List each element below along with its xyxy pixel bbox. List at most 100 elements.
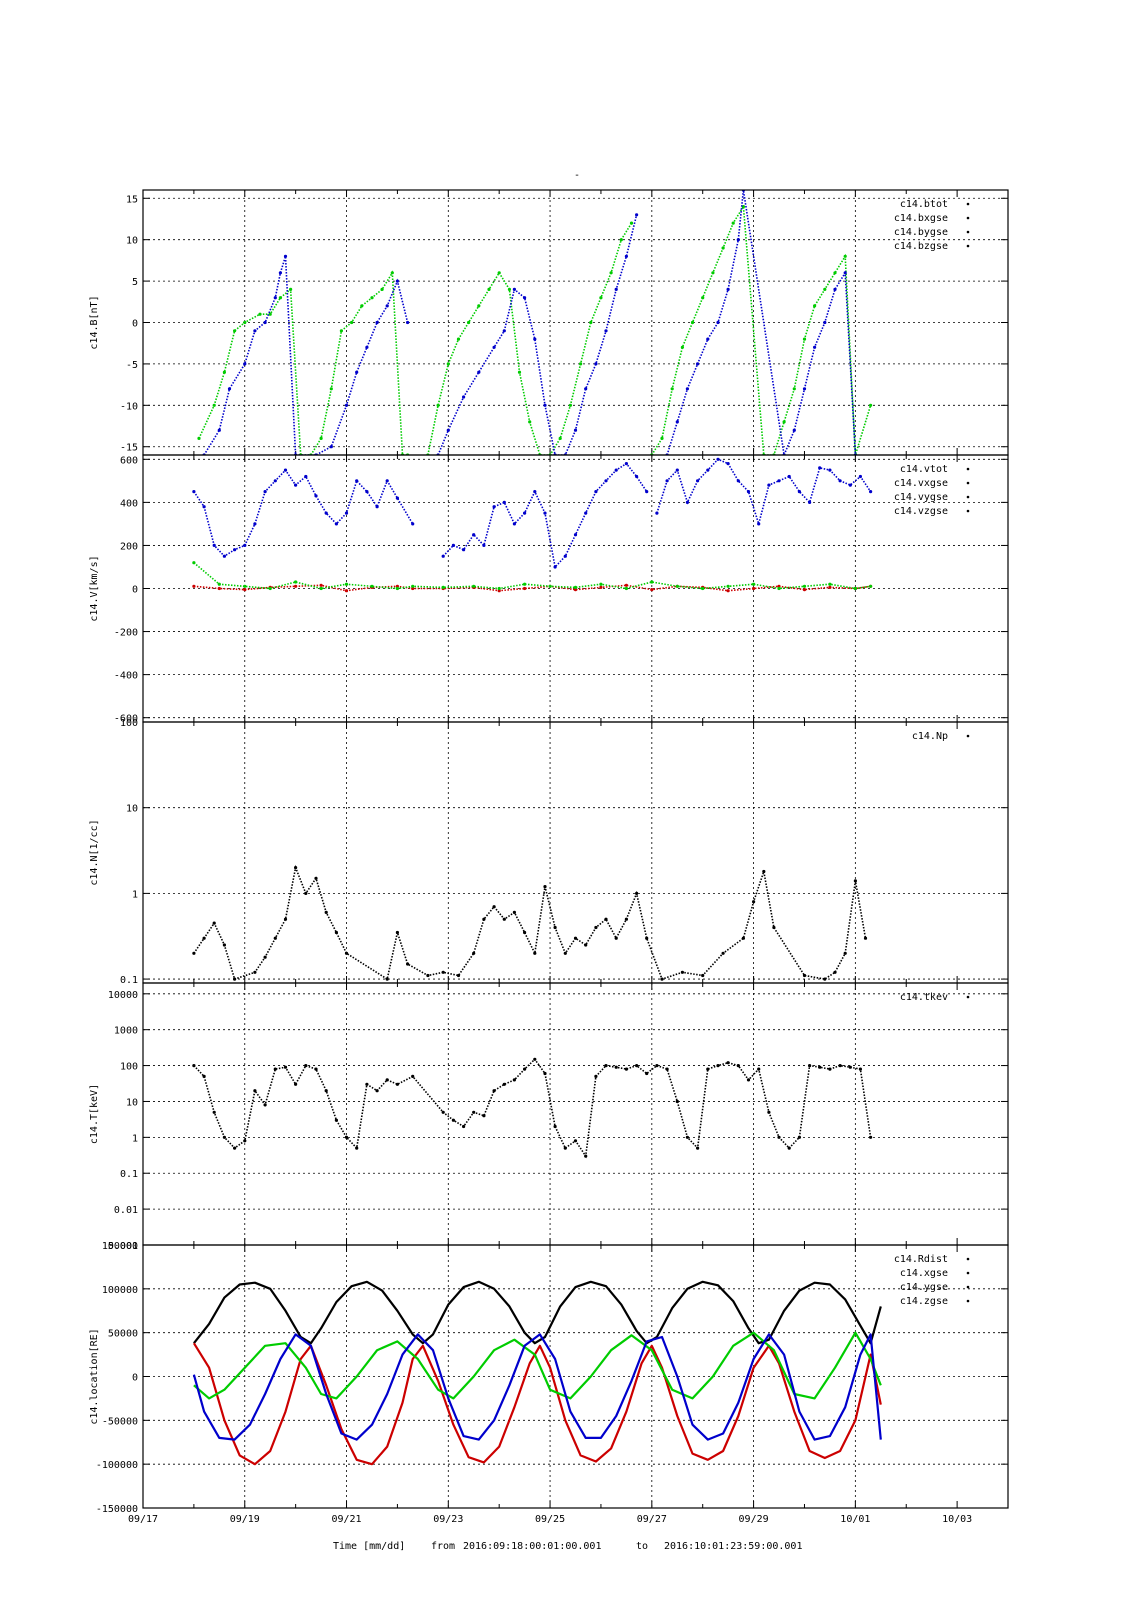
data-point	[497, 271, 501, 275]
data-point	[833, 970, 837, 974]
data-point	[222, 370, 226, 374]
data-point	[375, 505, 379, 509]
data-point	[467, 320, 471, 325]
legend-marker	[966, 1271, 970, 1275]
legend-label: c14.btot	[900, 199, 948, 210]
data-point	[553, 1124, 557, 1129]
data-point	[848, 483, 852, 487]
legend-marker	[966, 495, 970, 499]
data-point	[614, 468, 618, 472]
data-point	[217, 582, 221, 586]
data-point	[701, 296, 705, 300]
data-point	[222, 1135, 226, 1139]
data-point	[436, 403, 440, 407]
legend-marker	[966, 481, 970, 485]
data-point	[294, 584, 298, 588]
data-point	[253, 329, 257, 333]
series-trace-c14.bzgse	[437, 214, 638, 455]
data-point	[406, 962, 410, 966]
data-point	[808, 500, 812, 504]
legend-marker	[966, 467, 970, 471]
data-point	[324, 910, 328, 915]
data-point	[339, 329, 343, 333]
data-point	[319, 436, 323, 440]
data-point	[477, 370, 481, 374]
data-point	[670, 387, 674, 391]
data-point	[273, 936, 277, 940]
data-point	[273, 296, 277, 300]
y-tick-label: -600	[114, 714, 138, 725]
y-tick-label: -100000	[96, 1460, 138, 1471]
y-tick-label: 0	[132, 319, 138, 330]
y-tick-label: 100	[120, 718, 138, 729]
data-point	[757, 522, 761, 526]
data-point	[406, 320, 410, 325]
x-tick-label: 09/25	[535, 1514, 565, 1525]
data-point	[808, 1064, 812, 1068]
data-point	[604, 329, 608, 333]
data-point	[263, 1103, 267, 1107]
data-point	[523, 296, 527, 300]
data-point	[614, 287, 618, 291]
data-point	[304, 474, 308, 479]
data-point	[711, 271, 715, 275]
data-point	[385, 977, 389, 981]
data-point	[385, 479, 389, 483]
data-point	[533, 951, 537, 955]
data-point	[543, 511, 547, 515]
data-point	[752, 586, 756, 591]
data-point	[278, 271, 282, 275]
data-point	[263, 320, 267, 325]
panel-3: 100 10 1 0.1 c14.N[1/cc] c14.Np	[89, 718, 1009, 986]
data-point	[828, 585, 832, 590]
data-point	[752, 900, 756, 904]
data-point	[563, 951, 567, 955]
panel-2: 600 400 200 0 -200 -400 -600 c14.V[km/s] c14.vto…	[89, 454, 1009, 725]
data-point	[365, 490, 369, 494]
series-group	[192, 864, 868, 981]
y-tick-label: 10	[126, 804, 138, 815]
data-point	[294, 1082, 298, 1086]
data-point	[294, 866, 298, 870]
data-point	[594, 925, 598, 930]
data-point	[324, 1089, 328, 1093]
data-point	[482, 1114, 486, 1118]
data-point	[726, 462, 730, 466]
data-point	[344, 403, 349, 407]
x-tick-label: 09/29	[739, 1514, 769, 1525]
data-point	[655, 511, 659, 515]
data-point	[823, 977, 827, 981]
data-point	[268, 586, 272, 591]
data-point	[492, 505, 496, 509]
data-point	[660, 977, 664, 981]
series-trace-c14.bzgse	[203, 256, 409, 455]
data-point	[370, 584, 374, 588]
data-point	[553, 925, 557, 930]
data-point	[360, 304, 364, 308]
y-tick-label: -5	[126, 360, 138, 371]
data-point	[233, 977, 237, 981]
x-tick-label: 09/17	[128, 1514, 158, 1525]
data-point	[624, 586, 629, 591]
data-point	[869, 584, 873, 588]
data-point	[660, 436, 664, 440]
y-tick-label: 100000	[102, 1285, 138, 1296]
legend-label: c14.zgse	[900, 1296, 948, 1307]
data-point	[456, 973, 461, 978]
data-point	[243, 320, 247, 325]
legend-marker	[966, 216, 970, 220]
data-point	[192, 951, 196, 955]
data-point	[685, 500, 690, 504]
data-point	[446, 362, 450, 366]
data-point	[655, 1064, 659, 1068]
data-point	[233, 329, 237, 333]
data-point	[304, 891, 308, 896]
data-point	[283, 917, 288, 921]
data-point	[212, 403, 216, 407]
data-point	[192, 1064, 196, 1068]
data-point	[222, 943, 226, 947]
data-point	[736, 1064, 740, 1068]
data-point	[680, 345, 685, 349]
data-point	[563, 554, 567, 558]
data-point	[411, 586, 415, 591]
